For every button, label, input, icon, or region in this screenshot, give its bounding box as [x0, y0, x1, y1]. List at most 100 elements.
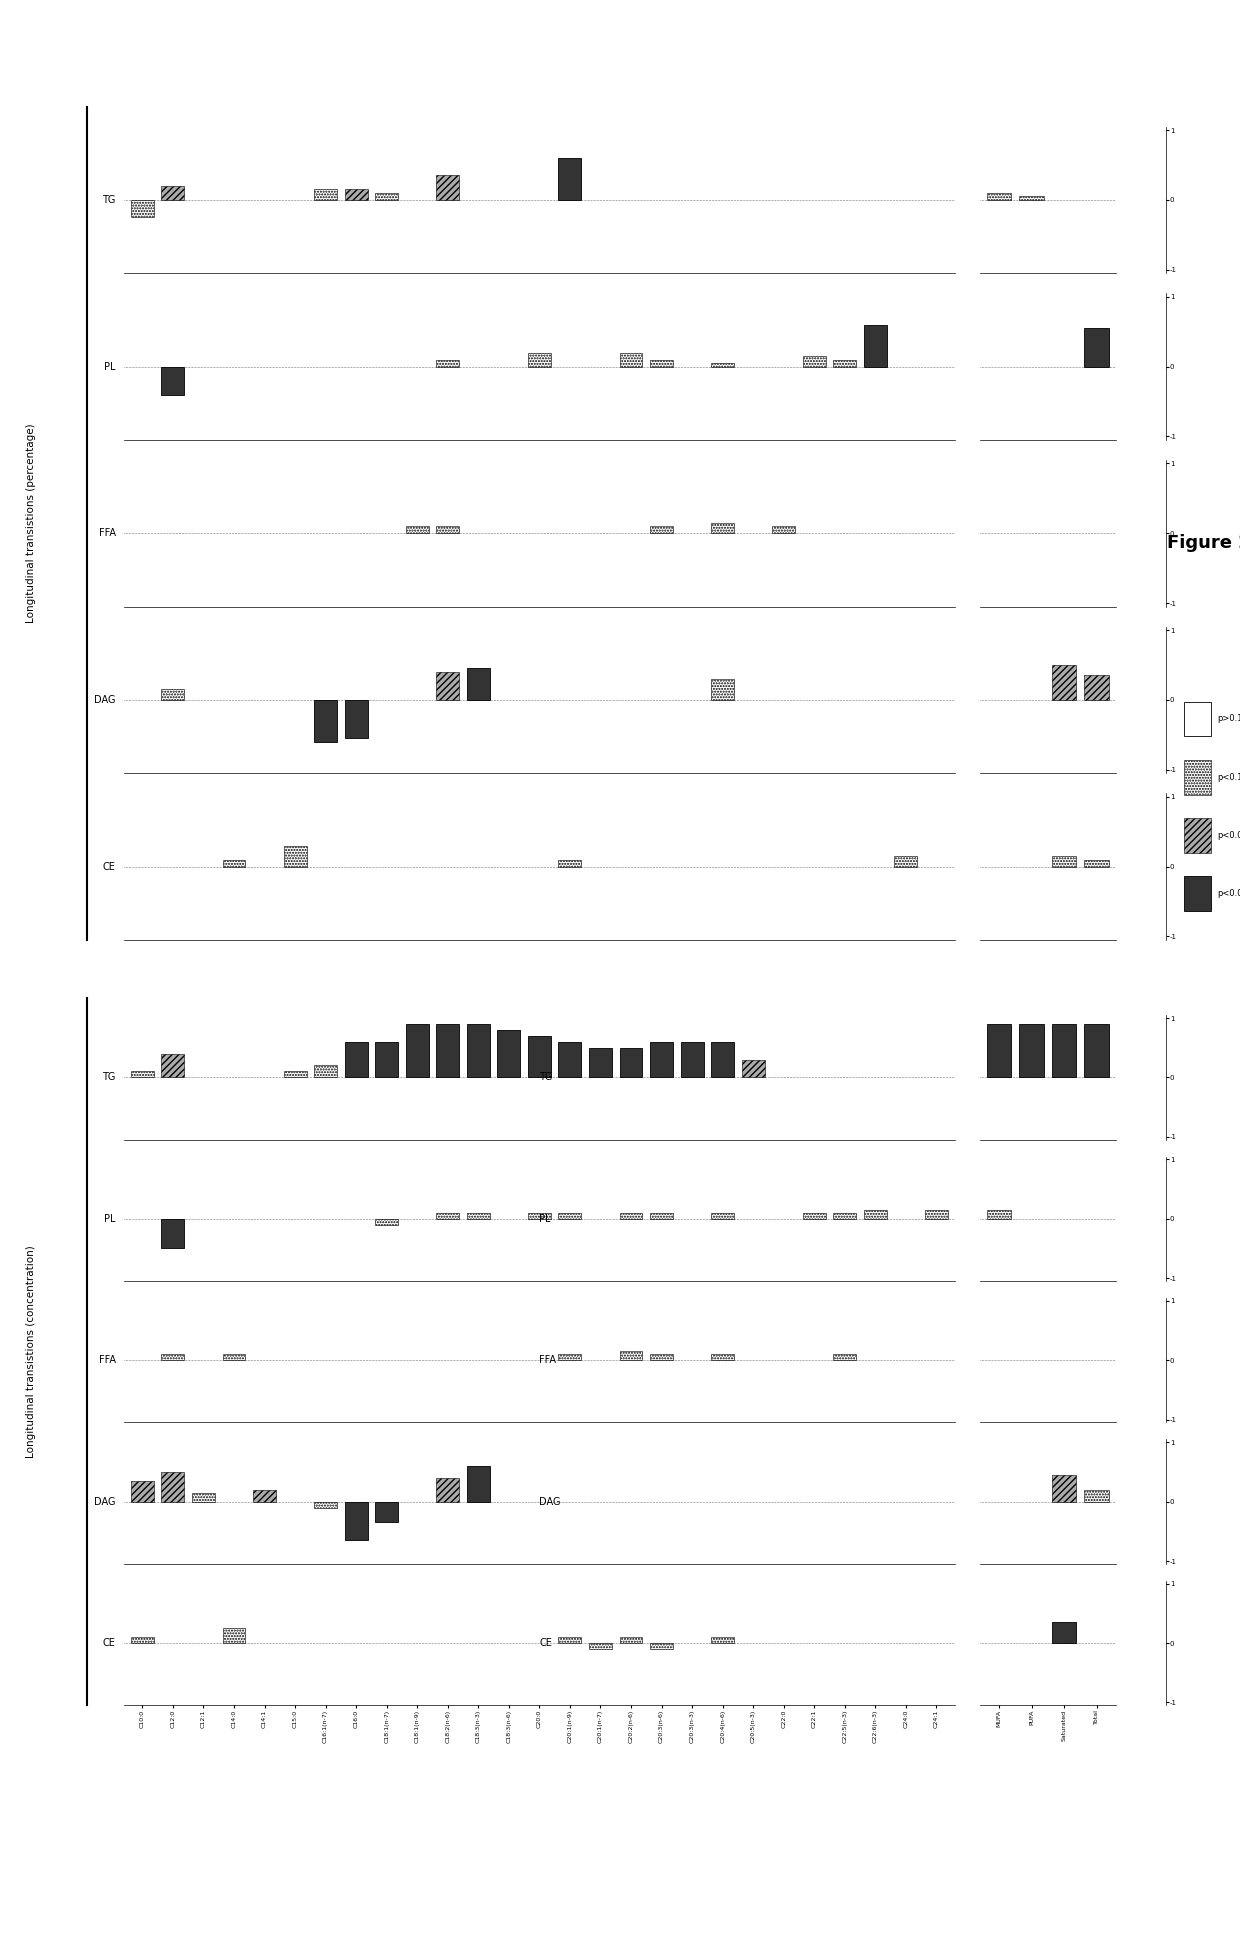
Bar — [528, 1035, 551, 1078]
Bar — [650, 527, 673, 533]
Bar — [436, 527, 459, 533]
Bar — [345, 700, 367, 738]
Bar — [864, 1209, 887, 1219]
Bar — [1084, 676, 1109, 700]
Bar — [436, 1213, 459, 1219]
Bar — [1084, 328, 1109, 366]
Text: Longitudinal transistions (percentage): Longitudinal transistions (percentage) — [26, 422, 36, 624]
Text: TG: TG — [539, 1072, 553, 1081]
Text: TG: TG — [103, 1072, 115, 1081]
Bar — [376, 1043, 398, 1078]
Bar — [314, 700, 337, 742]
Bar — [1052, 1475, 1076, 1502]
Bar — [161, 1473, 185, 1502]
Bar — [1052, 857, 1076, 866]
Bar — [1019, 1023, 1044, 1078]
Bar — [712, 1043, 734, 1078]
Bar — [558, 1043, 582, 1078]
Bar — [650, 1213, 673, 1219]
Bar — [712, 678, 734, 700]
Text: FFA: FFA — [539, 1355, 557, 1364]
Text: CE: CE — [103, 1638, 115, 1647]
Bar — [405, 1023, 429, 1078]
Bar — [925, 1209, 947, 1219]
Bar — [987, 1023, 1012, 1078]
Bar — [650, 1643, 673, 1649]
Bar — [376, 194, 398, 200]
Text: p<0.01: p<0.01 — [1218, 890, 1240, 897]
Bar — [650, 360, 673, 366]
Text: TG: TG — [103, 196, 115, 205]
Bar — [528, 1213, 551, 1219]
Bar — [620, 1048, 642, 1078]
Bar — [345, 190, 367, 200]
Text: FFA: FFA — [99, 1355, 115, 1364]
Text: FFA: FFA — [99, 529, 115, 539]
Text: DAG: DAG — [539, 1496, 560, 1506]
Bar — [620, 353, 642, 366]
Bar — [284, 1072, 306, 1078]
Bar — [466, 1023, 490, 1078]
Bar — [558, 1638, 582, 1643]
Bar — [802, 1213, 826, 1219]
Bar — [833, 1355, 857, 1360]
Bar — [712, 1355, 734, 1360]
Bar — [1019, 196, 1044, 200]
Bar — [436, 176, 459, 200]
Text: PL: PL — [539, 1213, 551, 1223]
Bar — [833, 360, 857, 366]
Bar — [712, 362, 734, 366]
Bar — [1052, 665, 1076, 700]
Bar — [376, 1502, 398, 1523]
Bar — [620, 1638, 642, 1643]
Bar — [161, 690, 185, 700]
Bar — [161, 1355, 185, 1360]
Bar — [161, 1219, 185, 1248]
Bar — [466, 1467, 490, 1502]
Bar — [1052, 1622, 1076, 1643]
Bar — [558, 159, 582, 200]
Bar — [376, 1219, 398, 1225]
Text: PL: PL — [104, 1213, 115, 1223]
Bar — [314, 1066, 337, 1078]
Bar — [222, 1628, 246, 1643]
Bar — [466, 669, 490, 700]
Bar — [222, 1355, 246, 1360]
Text: CE: CE — [103, 862, 115, 872]
Bar — [650, 1355, 673, 1360]
Bar — [436, 360, 459, 366]
Text: PL: PL — [104, 362, 115, 372]
Bar — [161, 1054, 185, 1078]
Text: DAG: DAG — [94, 696, 115, 705]
Bar — [833, 1213, 857, 1219]
Bar — [773, 527, 795, 533]
Bar — [436, 672, 459, 700]
Bar — [864, 326, 887, 366]
Bar — [131, 1638, 154, 1643]
Bar — [497, 1029, 521, 1078]
Bar — [987, 194, 1012, 200]
Bar — [222, 860, 246, 866]
Text: Figure 2: Figure 2 — [1167, 533, 1240, 552]
Text: p>0.10: p>0.10 — [1218, 715, 1240, 723]
Text: DAG: DAG — [94, 1496, 115, 1506]
Bar — [131, 200, 154, 217]
Bar — [1084, 1023, 1109, 1078]
Bar — [131, 1481, 154, 1502]
Text: p<0.05: p<0.05 — [1218, 831, 1240, 839]
Bar — [620, 1213, 642, 1219]
Bar — [314, 190, 337, 200]
Bar — [894, 857, 918, 866]
Bar — [253, 1490, 277, 1502]
Bar — [1052, 1023, 1076, 1078]
Bar — [161, 366, 185, 395]
Bar — [192, 1492, 215, 1502]
Bar — [620, 1351, 642, 1360]
Text: CE: CE — [539, 1638, 552, 1647]
Bar — [1084, 1490, 1109, 1502]
Bar — [589, 1048, 613, 1078]
Bar — [558, 1213, 582, 1219]
Bar — [436, 1023, 459, 1078]
Bar — [558, 1355, 582, 1360]
Bar — [405, 527, 429, 533]
